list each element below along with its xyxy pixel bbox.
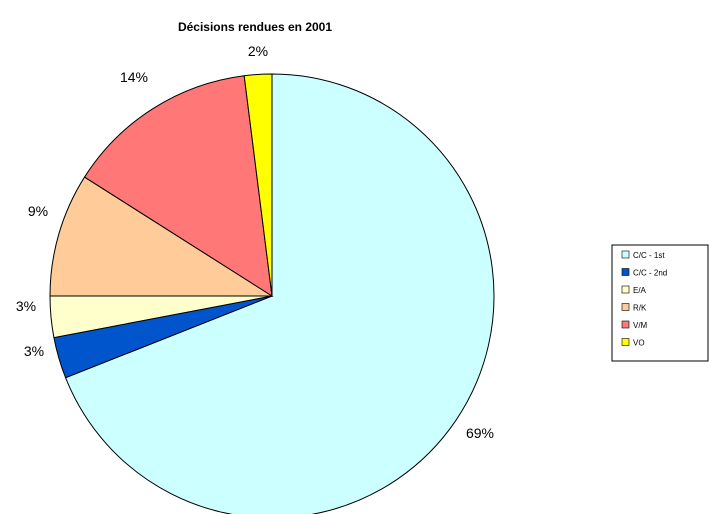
legend-label-e-a: E/A (633, 286, 647, 295)
data-label-vo: 2% (248, 43, 268, 59)
legend-label-r-k: R/K (633, 304, 647, 313)
data-label-c-c-2nd: 3% (24, 343, 44, 359)
pie-slice-c-c-1st (64, 73, 495, 514)
legend-swatch-v-m (621, 320, 630, 329)
pie-slice-r-k (49, 176, 274, 297)
legend-label-c-c-1st: C/C - 1st (633, 251, 665, 260)
legend-label-vo: VO (633, 339, 645, 348)
legend-swatch-c-c-2nd (621, 268, 630, 276)
data-label-v-m: 14% (120, 69, 148, 85)
pie-slice-v-m (83, 75, 273, 297)
data-label-r-k: 9% (28, 203, 48, 219)
legend-swatch-e-a (621, 285, 630, 294)
data-label-c-c-1st: 69% (466, 425, 494, 441)
data-label-e-a: 3% (16, 298, 36, 314)
data-labels: 69% 3% 3% 9% 14% 2% (16, 43, 494, 441)
legend-swatch-vo (621, 338, 630, 346)
legend: C/C - 1st C/C - 2nd E/A R/K V/M VO (611, 244, 709, 362)
pie-slice-vo (243, 73, 273, 297)
pie-slices (49, 73, 495, 514)
legend-swatch-r-k (621, 303, 630, 311)
legend-swatch-c-c-1st (621, 250, 630, 259)
legend-label-c-c-2nd: C/C - 2nd (633, 269, 667, 278)
legend-label-v-m: V/M (633, 321, 648, 330)
chart-title: Décisions rendues en 2001 (178, 20, 332, 34)
